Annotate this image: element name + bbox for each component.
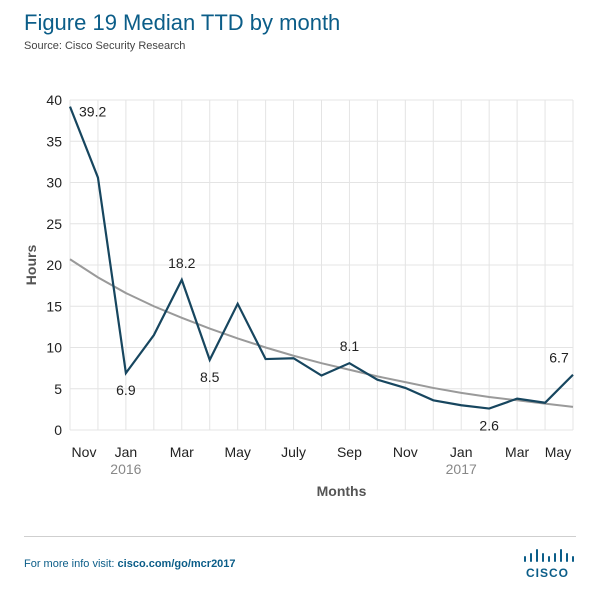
median-ttd-line-chart: 0 5 10 15 20 25 30 35 40 39.2 6.9 18.2 8.5 8.1 2.6 6.7 N… <box>23 92 574 499</box>
data-label: 2.6 <box>479 418 499 434</box>
data-label: 8.1 <box>340 338 360 354</box>
y-tick-label: 0 <box>54 422 62 438</box>
x-tick-label: Mar <box>170 444 194 460</box>
data-label: 6.9 <box>116 382 136 398</box>
data-label: 18.2 <box>168 255 195 271</box>
footer-divider <box>24 536 576 537</box>
x-year-label: 2017 <box>446 461 477 477</box>
trend-line <box>69 258 574 408</box>
data-label: 8.5 <box>200 369 220 385</box>
x-tick-label: Jan <box>450 444 473 460</box>
x-tick-label: Sep <box>337 444 362 460</box>
data-label: 6.7 <box>549 350 569 366</box>
x-tick-label: Mar <box>505 444 529 460</box>
y-tick-label: 10 <box>46 340 62 356</box>
y-tick-label: 40 <box>46 92 62 108</box>
y-tick-label: 20 <box>46 257 62 273</box>
y-tick-label: 5 <box>54 381 62 397</box>
x-tick-label: May <box>224 444 250 460</box>
y-tick-label: 25 <box>46 216 62 232</box>
data-label: 39.2 <box>79 104 106 120</box>
y-tick-label: 35 <box>46 133 62 149</box>
footer-link[interactable]: cisco.com/go/mcr2017 <box>117 558 236 570</box>
cisco-logo-icon <box>524 549 574 562</box>
footer-info: For more info visit: cisco.com/go/mcr201… <box>24 558 236 570</box>
chart-title: Figure 19 Median TTD by month <box>24 10 341 35</box>
x-tick-label: Jan <box>115 444 138 460</box>
y-tick-label: 30 <box>46 175 62 191</box>
footer-prefix: For more info visit: <box>24 558 118 570</box>
x-tick-label: Nov <box>72 444 97 460</box>
x-tick-label: Nov <box>393 444 418 460</box>
y-tick-label: 15 <box>46 298 62 314</box>
x-year-label: 2016 <box>110 461 141 477</box>
chart-source: Source: Cisco Security Research <box>24 40 186 52</box>
x-tick-label: May <box>545 444 571 460</box>
y-axis-title: Hours <box>23 245 39 286</box>
x-axis-title: Months <box>317 483 367 499</box>
x-tick-label: July <box>281 444 306 460</box>
cisco-logo-text: CISCO <box>526 566 570 580</box>
